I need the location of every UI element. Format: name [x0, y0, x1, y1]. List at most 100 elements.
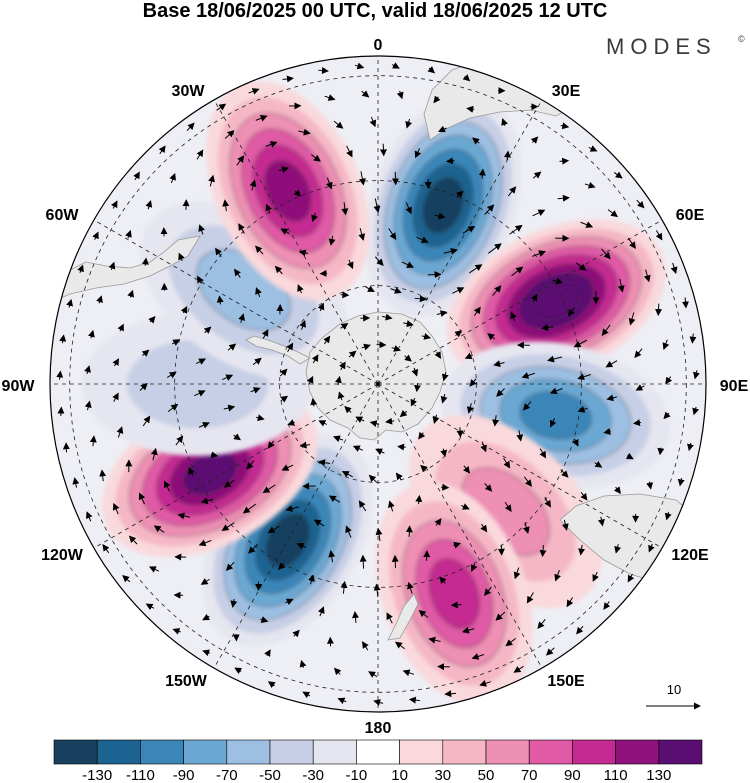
wind-arrow-icon: [552, 277, 564, 285]
wind-arrow-icon: [216, 295, 224, 305]
wind-arrow-icon: [373, 583, 381, 597]
wind-arrow-icon: [677, 477, 685, 487]
colorbar-swatch: [572, 739, 616, 765]
wind-arrow-icon: [382, 313, 393, 321]
wind-arrow-icon: [223, 479, 235, 488]
wind-arrow-icon: [388, 228, 397, 241]
wind-arrow-icon: [145, 603, 155, 611]
wind-arrow-icon: [341, 471, 353, 478]
wind-arrow-icon: [175, 435, 184, 446]
polar-map: [49, 55, 707, 713]
wind-arrow-icon: [148, 566, 160, 573]
wind-arrow-icon: [198, 422, 210, 429]
wind-arrow-icon: [454, 330, 463, 338]
wind-arrow-icon: [484, 204, 495, 215]
wind-arrow-icon: [265, 203, 273, 214]
wind-arrow-icon: [202, 613, 210, 621]
wind-arrow-icon: [469, 378, 477, 387]
wind-arrow-icon: [657, 447, 665, 456]
colorbar-swatch: [53, 739, 98, 765]
colorbar-swatch: [528, 739, 573, 765]
wind-arrow-icon: [663, 411, 671, 420]
wind-arrow-icon: [280, 395, 289, 403]
wind-arrow-icon: [445, 157, 455, 165]
wind-arrow-icon: [391, 554, 399, 569]
colorbar-tick-label: 30: [434, 767, 451, 783]
wind-arrow-icon: [299, 441, 311, 449]
wind-arrow-icon: [248, 544, 258, 554]
wind-arrow-icon: [267, 525, 280, 534]
wind-arrow-icon: [142, 415, 151, 427]
negative-anomaly-cell: [364, 93, 522, 317]
wind-arrow-icon: [84, 400, 92, 411]
wind-arrow-icon: [594, 460, 603, 468]
wind-arrow-icon: [584, 181, 596, 189]
wind-arrow-icon: [560, 469, 569, 478]
wind-arrow-icon: [401, 261, 415, 268]
wind-arrow-icon: [636, 199, 645, 209]
wind-arrow-icon: [427, 66, 436, 74]
lon-label-30w: 30W: [172, 83, 206, 100]
wind-arrow-icon: [415, 494, 423, 505]
wind-arrow-icon: [421, 333, 432, 340]
wind-arrow-icon: [102, 543, 110, 554]
wind-arrow-icon: [203, 326, 212, 334]
colorbar-tick-label: 110: [604, 767, 628, 783]
wind-arrow-icon: [72, 477, 80, 488]
wind-arrow-icon: [411, 367, 419, 377]
wind-arrow-icon: [194, 390, 206, 397]
wind-arrow-icon: [84, 365, 91, 375]
anomaly-contour: [519, 391, 592, 440]
wind-arrow-icon: [358, 500, 367, 512]
wind-arrow-icon: [402, 669, 415, 677]
anomaly-contour: [183, 451, 237, 495]
wind-arrow-icon: [521, 372, 535, 379]
south-pole-marker: [376, 382, 380, 386]
wind-arrow-icon: [375, 448, 385, 455]
wind-arrow-icon: [410, 397, 418, 407]
wind-arrow-icon: [428, 636, 441, 644]
wind-arrow-icon: [557, 194, 570, 202]
wind-arrow-icon: [605, 360, 618, 368]
anomaly-contour: [422, 177, 464, 234]
wind-arrow-icon: [89, 435, 97, 447]
wind-arrow-icon: [178, 252, 185, 262]
wind-arrow-icon: [634, 348, 643, 359]
wind-arrow-icon: [407, 581, 414, 594]
wind-arrow-icon: [480, 441, 487, 453]
wind-arrow-icon: [413, 382, 421, 393]
colorbar-tick-label: -90: [173, 767, 195, 783]
wind-arrow-icon: [196, 149, 204, 160]
wind-arrow-icon: [133, 171, 140, 181]
wind-arrow-icon: [522, 401, 532, 411]
wind-arrow-icon: [488, 243, 502, 254]
wind-arrow-icon: [210, 451, 219, 459]
wind-arrow-icon: [262, 484, 276, 494]
wind-arrow-icon: [108, 261, 116, 271]
wind-arrow-icon: [333, 667, 342, 676]
wind-arrow-icon: [141, 257, 149, 266]
colorbar-tick-label: 70: [521, 767, 538, 783]
colorbar-tick-label: -130: [82, 767, 112, 783]
colorbar-tick-label: 130: [646, 767, 671, 783]
wind-arrow-icon: [633, 419, 642, 427]
wind-arrow-icon: [597, 516, 605, 527]
wind-arrow-icon: [171, 339, 181, 346]
wind-arrow-icon: [539, 448, 547, 459]
wind-arrow-icon: [302, 691, 311, 699]
wind-arrow-icon: [311, 354, 319, 364]
wind-arrow-icon: [299, 659, 307, 668]
wind-arrow-icon: [434, 212, 446, 220]
wind-arrow-icon: [340, 580, 348, 594]
wind-arrow-icon: [507, 186, 517, 197]
wind-arrow-icon: [148, 316, 156, 324]
longitude-labels: 0 30E 60E 90E 120E 150E 180 150W 120W 90…: [2, 37, 749, 737]
wind-arrow-icon: [238, 223, 245, 234]
wind-arrow-icon: [572, 438, 579, 447]
wind-arrow-icon: [603, 601, 611, 610]
wind-arrow-icon: [297, 284, 304, 294]
wind-arrow-icon: [222, 199, 230, 212]
wind-arrow-icon: [438, 125, 447, 133]
colorbar-swatch: [658, 739, 703, 765]
wind-arrow-icon: [511, 266, 524, 277]
